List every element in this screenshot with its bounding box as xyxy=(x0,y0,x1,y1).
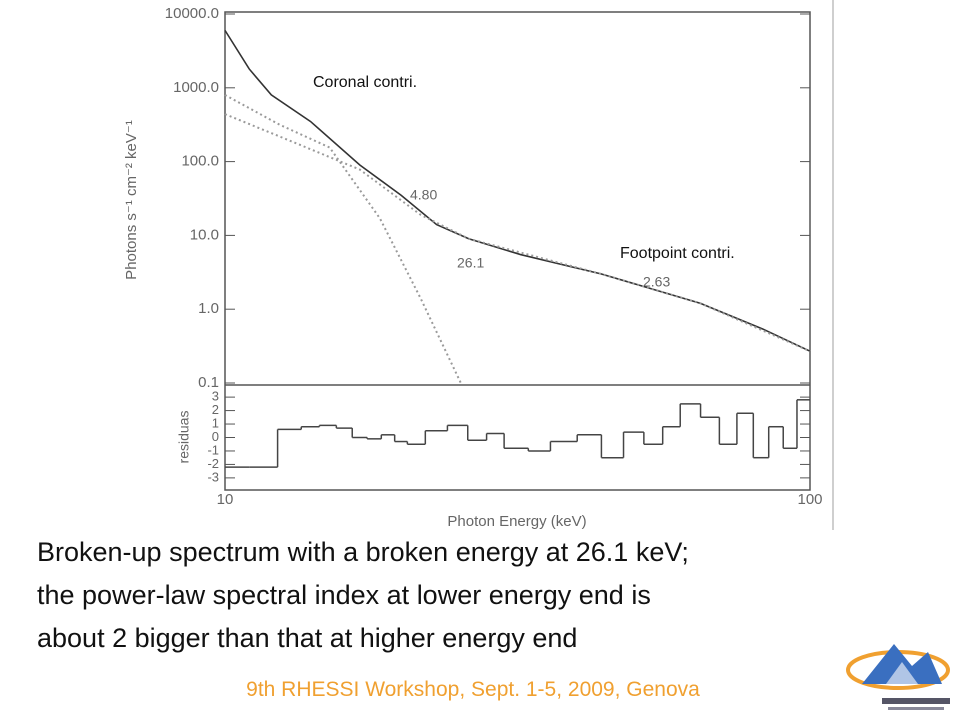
caption-line: about 2 bigger than that at higher energ… xyxy=(37,623,578,653)
y-tick-label: 10.0 xyxy=(190,226,219,243)
annotation: 26.1 xyxy=(457,255,484,271)
chart: Photons s⁻¹ cm⁻² keV⁻¹ residuas Photon E… xyxy=(123,0,834,530)
y-axis-label: Photons s⁻¹ cm⁻² keV⁻¹ xyxy=(123,120,140,280)
y-tick-label: 0 xyxy=(212,429,219,444)
x-axis-label: Photon Energy (keV) xyxy=(447,513,586,530)
annotation: Coronal contri. xyxy=(313,74,417,91)
x-tick-label: 10 xyxy=(217,491,234,508)
caption-line: Broken-up spectrum with a broken energy … xyxy=(37,537,689,567)
y-tick-label: -3 xyxy=(207,469,219,484)
caption-line: the power-law spectral index at lower en… xyxy=(37,580,651,610)
y-tick-label: 2 xyxy=(212,402,219,417)
annotation: 2.63 xyxy=(643,274,670,290)
annotation: 4.80 xyxy=(410,187,437,203)
annotation: Footpoint contri. xyxy=(620,245,735,262)
series-line xyxy=(224,113,811,353)
x-tick-label: 100 xyxy=(797,491,822,508)
series-line xyxy=(224,94,462,384)
y-tick-label: 0.1 xyxy=(198,374,219,391)
y-tick-label: 100.0 xyxy=(181,153,219,170)
y-tick-label: 1 xyxy=(212,415,219,430)
residual-axis-label: residuas xyxy=(176,411,192,464)
plot-frame xyxy=(224,11,811,491)
footer: 9th RHESSI Workshop, Sept. 1-5, 2009, Ge… xyxy=(246,678,700,701)
y-tick-label: 1000.0 xyxy=(173,79,219,96)
y-tick-label: -1 xyxy=(207,442,219,457)
logo xyxy=(846,644,950,710)
y-tick-label: 3 xyxy=(212,389,219,404)
y-tick-label: 1.0 xyxy=(198,300,219,317)
y-tick-label: -2 xyxy=(207,456,219,471)
y-tick-label: 10000.0 xyxy=(165,5,219,22)
